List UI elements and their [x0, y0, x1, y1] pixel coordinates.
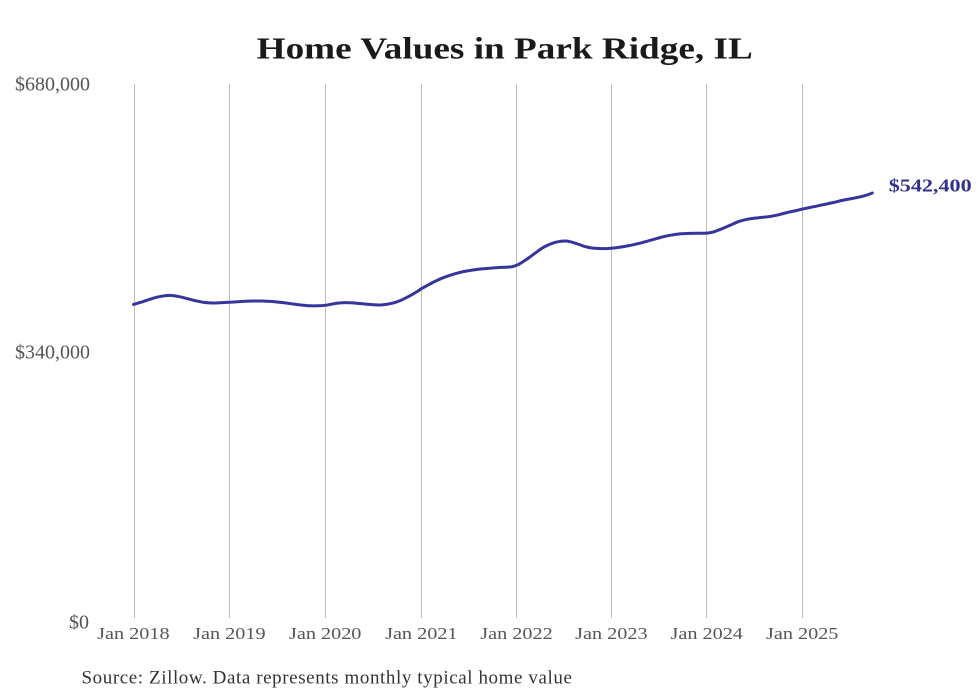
svg-text:$0: $0 [69, 611, 89, 633]
svg-text:$680,000: $680,000 [15, 73, 90, 95]
svg-text:Jan 2019: Jan 2019 [193, 624, 265, 643]
svg-text:Source: Zillow. Data represent: Source: Zillow. Data represents monthly … [82, 667, 573, 688]
svg-text:Jan 2023: Jan 2023 [575, 624, 647, 643]
svg-text:Jan 2024: Jan 2024 [670, 624, 743, 643]
svg-text:Jan 2025: Jan 2025 [766, 624, 838, 643]
svg-text:Jan 2022: Jan 2022 [480, 624, 552, 643]
svg-text:Jan 2021: Jan 2021 [385, 624, 457, 643]
svg-text:Jan 2020: Jan 2020 [289, 624, 361, 643]
svg-text:$340,000: $340,000 [15, 341, 90, 363]
svg-text:Jan 2018: Jan 2018 [97, 624, 169, 643]
svg-text:Home Values in Park Ridge, IL: Home Values in Park Ridge, IL [257, 33, 753, 66]
svg-text:$542,400: $542,400 [889, 176, 972, 196]
